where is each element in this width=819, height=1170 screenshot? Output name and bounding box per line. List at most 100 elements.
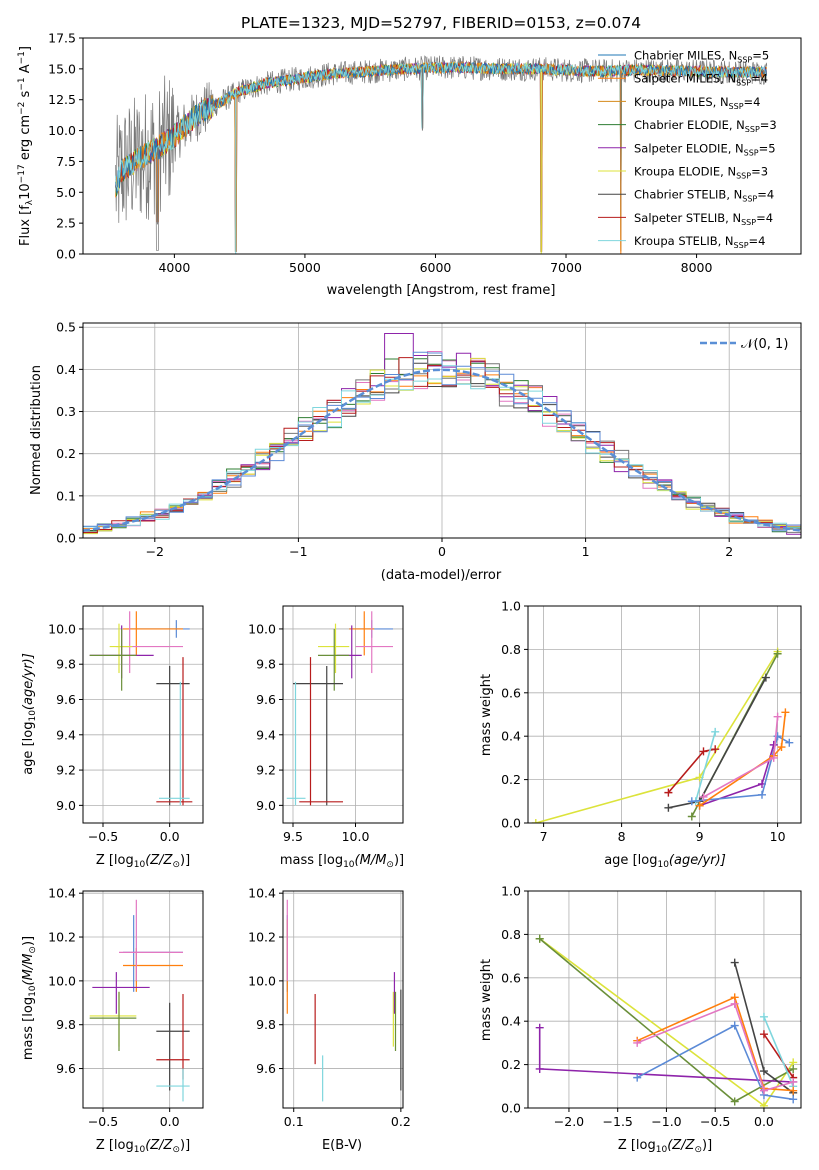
mass-vs-z-ytick-label: 10.2	[48, 930, 76, 945]
mass-vs-ebv-xlabel: E(B-V)	[322, 1138, 362, 1153]
weight-vs-age-point-marker	[699, 792, 708, 801]
residuals-ytick-label: 0.2	[56, 446, 76, 461]
weight-vs-z-point-marker	[759, 1012, 768, 1021]
spectrum-legend-label: Kroupa STELIB, NSSP=4	[634, 234, 765, 250]
spectrum-plot-area: 4000 5000 6000 7000 8000 0.0 2.5 5.0 7.5 10.0 12.5…	[48, 31, 802, 275]
weight-vs-age-ytick-label: 0.6	[501, 685, 521, 700]
spectrum-legend-label: Kroupa MILES, NSSP=4	[634, 95, 760, 111]
spectrum-ytick-label: 2.5	[56, 216, 76, 231]
age-vs-z-ytick-label: 9.8	[56, 657, 76, 672]
age-vs-mass-ytick-label: 10.0	[248, 621, 276, 636]
age-vs-mass-points	[286, 611, 393, 806]
weight-vs-z-point-marker	[759, 1086, 768, 1095]
weight-vs-z-point-marker	[789, 1064, 798, 1073]
weight-vs-z-xtick-label: −1.5	[603, 1114, 633, 1129]
weight-vs-age-ytick-label: 0.4	[501, 729, 521, 744]
figure-title: PLATE=1323, MJD=52797, FIBERID=0153, z=0…	[241, 14, 641, 32]
weight-vs-age-ytick-label: 0.2	[501, 772, 521, 787]
age-vs-mass-ytick-label: 9.0	[256, 798, 276, 813]
age-vs-z-frame	[82, 605, 204, 824]
spectrum-ytick-label: 0.0	[56, 247, 76, 262]
residuals-panel: −2 −1 0 1 2 0.0 0.1 0.2 0.3 0.4 0.5 (data-model)/e…	[29, 320, 802, 583]
weight-vs-age-point-marker	[781, 708, 790, 717]
age-vs-mass-frame	[282, 605, 404, 824]
weight-vs-z-point-marker	[730, 1021, 739, 1030]
weight-vs-age-ytick-label: 1.0	[501, 599, 521, 614]
mass-vs-ebv-frame	[282, 890, 404, 1109]
age-vs-mass-ytick-label: 9.8	[256, 657, 276, 672]
age-vs-mass-xtick-label: 9.5	[283, 829, 303, 844]
age-vs-mass-ytick-label: 9.4	[256, 727, 276, 742]
residuals-legend: 𝒩(0, 1)	[700, 337, 788, 352]
weight-vs-z-plot-area: −2.0 −1.5 −1.0 −0.5 0.0 0.0 0.2 0.4 0.6 0.8 1.0	[501, 884, 802, 1129]
age-vs-mass-xlabel: mass [log10(M/M⊙)]	[280, 853, 404, 870]
mass-vs-ebv-ytick-label: 10.4	[248, 886, 276, 901]
spectrum-legend-label: Kroupa ELODIE, NSSP=3	[634, 165, 768, 181]
weight-vs-age-point-marker	[761, 673, 770, 682]
weight-vs-z-ytick-label: 0.8	[501, 927, 521, 942]
age-vs-z-ytick-label: 9.0	[56, 798, 76, 813]
weight-vs-age-xlabel: age [log10(age/yr)]	[604, 853, 726, 870]
spectrum-ytick-label: 12.5	[48, 92, 76, 107]
weight-vs-age-series	[531, 647, 794, 823]
age-vs-mass-plot-area: 9.5 10.0 9.0 9.2 9.4 9.6 9.8 10.0	[248, 605, 404, 844]
age-vs-z-ytick-label: 9.4	[56, 727, 76, 742]
age-vs-mass-ytick-label: 9.2	[256, 763, 276, 778]
residuals-legend-label: 𝒩(0, 1)	[741, 337, 788, 352]
weight-vs-age-point-marker	[777, 743, 786, 752]
weight-vs-z-ytick-label: 1.0	[501, 884, 521, 899]
spectrum-ytick-label: 5.0	[56, 185, 76, 200]
spectrum-ytick-label: 17.5	[48, 31, 76, 46]
weight-vs-z-series-line	[763, 1033, 794, 1079]
residuals-normal-curve	[83, 368, 801, 532]
weight-vs-z-point-marker	[789, 1086, 798, 1095]
weight-vs-age-point-marker	[769, 753, 778, 762]
weight-vs-age-point-marker	[769, 740, 778, 749]
weight-vs-z-point-marker	[730, 999, 739, 1008]
mass-vs-z-ytick-label: 9.8	[56, 1017, 76, 1032]
mass-vs-z-xlabel: Z [log10(Z/Z⊙)]	[96, 1138, 190, 1155]
age-vs-z-panel: −0.5 0.0 9.0 9.2 9.4 9.6 9.8 10.0 Z [log10(Z/Z⊙…	[21, 605, 204, 870]
weight-vs-age-ytick-label: 0.8	[501, 642, 521, 657]
age-vs-mass-xtick-label: 10.0	[342, 829, 370, 844]
weight-vs-age-point-marker	[785, 738, 794, 747]
weight-vs-z-point-marker	[789, 1095, 798, 1104]
mass-vs-z-xtick-label: −0.5	[88, 1114, 118, 1129]
weight-vs-z-xlabel: Z [log10(Z/Z⊙)]	[618, 1138, 712, 1155]
mass-vs-z-frame	[82, 890, 204, 1109]
spectrum-frame	[82, 37, 802, 255]
mass-vs-z-plot-area: −0.5 0.0 9.6 9.8 10.0 10.2 10.4	[48, 886, 204, 1129]
residuals-histogram-step	[83, 351, 801, 534]
weight-vs-age-point-marker	[773, 649, 782, 658]
residuals-xtick-label: 2	[725, 544, 733, 559]
mass-vs-ebv-ytick-label: 10.0	[248, 973, 276, 988]
spectrum-xtick-label: 4000	[158, 260, 190, 275]
spectrum-legend-label: Salpeter STELIB, NSSP=4	[634, 211, 773, 227]
mass-vs-z-panel: −0.5 0.0 9.6 9.8 10.0 10.2 10.4 Z [log10(Z/Z⊙)…	[21, 886, 204, 1155]
mass-vs-ebv-panel: 0.1 0.2 9.6 9.8 10.0 10.2 10.4 E(B-V)	[248, 886, 411, 1153]
weight-vs-age-point-marker	[773, 712, 782, 721]
age-vs-mass-ytick-label: 9.6	[256, 692, 276, 707]
age-vs-z-ytick-label: 9.2	[56, 763, 76, 778]
weight-vs-z-point-marker	[633, 1073, 642, 1082]
weight-vs-z-ytick-label: 0.2	[501, 1057, 521, 1072]
weight-vs-z-series-line	[636, 996, 794, 1092]
spectrum-xtick-label: 8000	[681, 260, 713, 275]
residuals-xtick-label: −1	[289, 544, 307, 559]
weight-vs-z-point-marker	[730, 958, 739, 967]
weight-vs-age-point-marker	[695, 801, 704, 810]
weight-vs-age-xtick-label: 9	[696, 829, 704, 844]
spectrum-ylabel: Flux [fλ10−17 erg cm−2 s−1 A−1]	[17, 46, 35, 246]
weight-vs-z-xtick-label: 0.0	[754, 1114, 774, 1129]
mass-vs-ebv-ytick-label: 9.8	[256, 1017, 276, 1032]
weight-vs-age-panel: 7 8 9 10 0.0 0.2 0.4 0.6 0.8 1.0 age [log10(age/y…	[479, 599, 802, 870]
residuals-xtick-label: −2	[146, 544, 164, 559]
weight-vs-z-point-marker	[535, 1064, 544, 1073]
spectrum-legend: Chabrier MILES, NSSP=5 Salpeter MILES, NS…	[598, 49, 777, 250]
weight-vs-z-point-marker	[730, 1097, 739, 1106]
weight-vs-z-point-marker	[535, 1023, 544, 1032]
weight-vs-z-ylabel: mass weight	[479, 959, 494, 1041]
spectrum-legend-label: Chabrier MILES, NSSP=5	[634, 49, 769, 65]
mass-vs-z-ytick-label: 10.0	[48, 973, 76, 988]
mass-vs-ebv-ytick-label: 9.6	[256, 1061, 276, 1076]
